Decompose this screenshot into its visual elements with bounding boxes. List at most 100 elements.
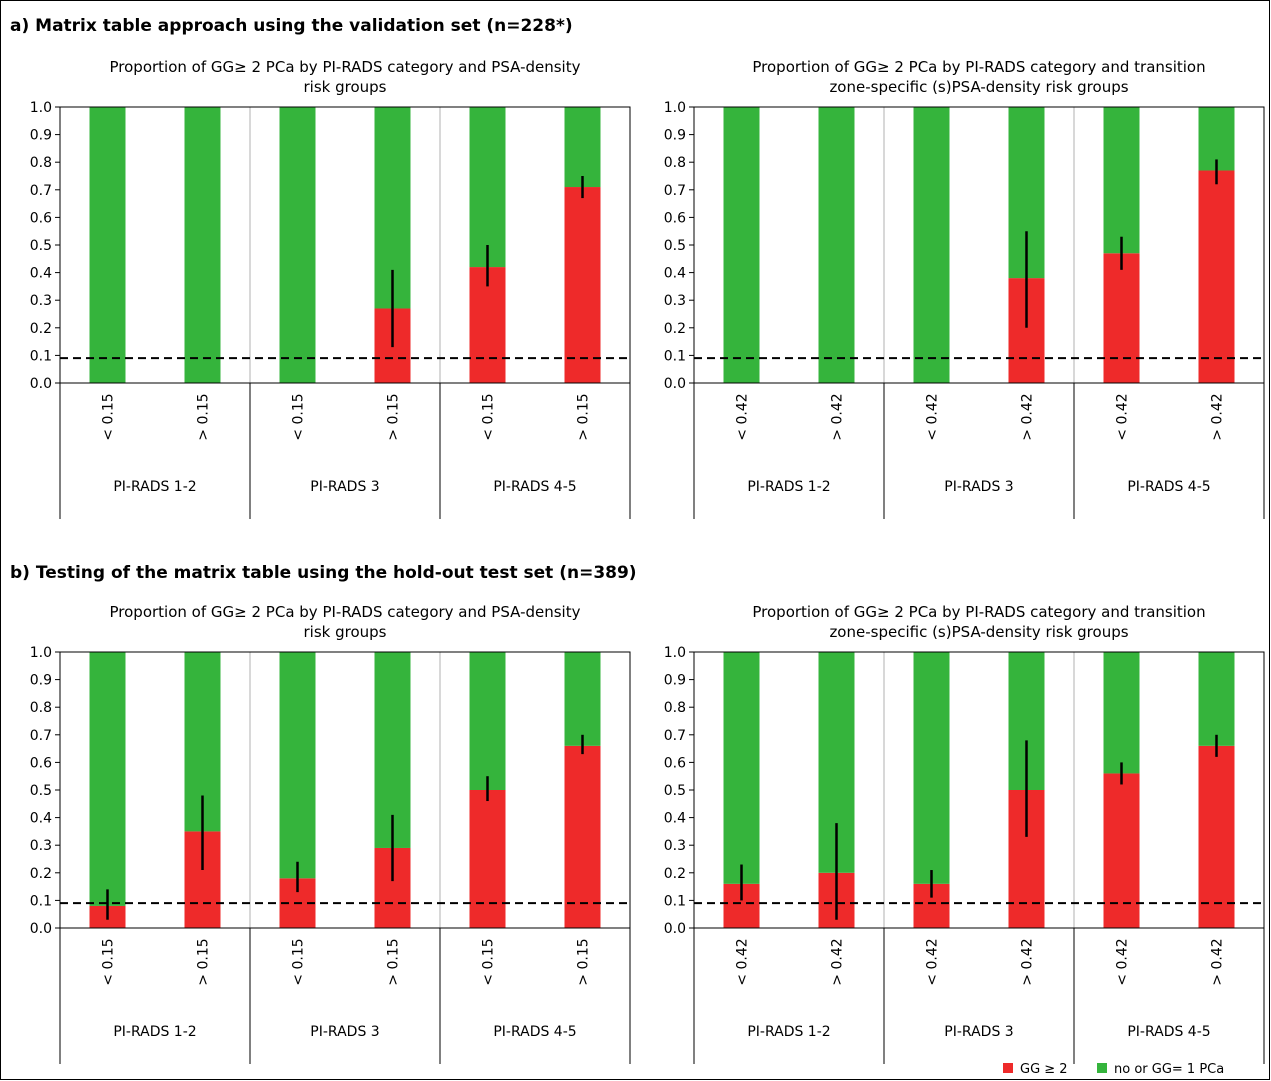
chart2-ytick-label: 0.1	[664, 348, 686, 364]
chart2-ytick-label: 0.4	[664, 266, 686, 282]
chart2-bar-no-gg2	[723, 107, 760, 383]
chart4-group-label: PI-RADS 4-5	[1127, 1024, 1210, 1040]
chart4-bar-gg2	[1103, 773, 1140, 928]
chart1-bar-no-gg2	[184, 107, 221, 383]
chart3-bar-no-gg2	[564, 652, 601, 746]
chart3-ytick-label: 0.0	[30, 921, 52, 937]
chart1-group-label: PI-RADS 1-2	[113, 479, 196, 495]
chart2-ytick-label: 0.8	[664, 155, 686, 171]
chart3-ytick-label: 1.0	[30, 645, 52, 661]
chart4-title-line1: Proportion of GG≥ 2 PCa by PI-RADS categ…	[752, 603, 1205, 621]
chart4-bar-no-gg2	[1198, 652, 1235, 746]
chart1-bar-gg2	[564, 187, 601, 383]
chart3-category-label: < 0.15	[101, 938, 117, 985]
chart2-bar-no-gg2	[1103, 107, 1140, 254]
chart2-ytick-label: 0.9	[664, 128, 686, 144]
chart3-category-label: < 0.15	[481, 938, 497, 985]
chart2-bar-gg2	[1198, 170, 1235, 383]
chart3-category-label: < 0.15	[291, 938, 307, 985]
chart4-bar-no-gg2	[913, 652, 950, 884]
chart1-category-label: > 0.15	[386, 393, 402, 440]
chart3-title-line1: Proportion of GG≥ 2 PCa by PI-RADS categ…	[110, 603, 581, 621]
section-a-title: a) Matrix table approach using the valid…	[10, 16, 573, 36]
chart3-title-line2: risk groups	[304, 623, 387, 641]
chart3-ytick-label: 0.9	[30, 673, 52, 689]
chart4-ytick-label: 0.6	[664, 755, 686, 771]
chart3-bar-no-gg2	[279, 652, 316, 879]
chart2-ytick-label: 0.7	[664, 183, 686, 199]
section-b-title: b) Testing of the matrix table using the…	[10, 563, 637, 583]
chart2-category-label: > 0.42	[1210, 393, 1226, 440]
chart4-category-label: < 0.42	[925, 938, 941, 985]
chart1-ytick-label: 0.1	[30, 348, 52, 364]
chart1-ytick-label: 0.5	[30, 238, 52, 254]
chart1-title-line2: risk groups	[304, 78, 387, 96]
chart2-ytick-label: 0.5	[664, 238, 686, 254]
chart1-bar-no-gg2	[89, 107, 126, 383]
chart2-bar-no-gg2	[818, 107, 855, 383]
chart1-ytick-label: 0.0	[30, 376, 52, 392]
chart4-ytick-label: 0.5	[664, 783, 686, 799]
chart2-title-line1: Proportion of GG≥ 2 PCa by PI-RADS categ…	[752, 58, 1205, 76]
chart1-ytick-label: 0.9	[30, 128, 52, 144]
chart1-category-label: > 0.15	[196, 393, 212, 440]
chart4-ytick-label: 0.4	[664, 811, 686, 827]
chart4-category-label: > 0.42	[1210, 938, 1226, 985]
chart4-ytick-label: 0.0	[664, 921, 686, 937]
chart4-title-line2: zone-specific (s)PSA-density risk groups	[829, 623, 1128, 641]
chart3-bar-no-gg2	[89, 652, 126, 906]
chart3-group-label: PI-RADS 3	[310, 1024, 379, 1040]
chart1-plot-frame	[59, 106, 631, 384]
chart2-category-label: > 0.42	[1020, 393, 1036, 440]
chart1-ytick-label: 0.3	[30, 293, 52, 309]
chart2-group-label: PI-RADS 3	[944, 479, 1013, 495]
chart3-bar-gg2	[469, 790, 506, 928]
chart4-ytick-label: 0.9	[664, 673, 686, 689]
chart2-category-label: < 0.42	[1115, 393, 1131, 440]
chart2-title-line2: zone-specific (s)PSA-density risk groups	[829, 78, 1128, 96]
chart1-group-label: PI-RADS 3	[310, 479, 379, 495]
chart1-ytick-label: 1.0	[30, 100, 52, 116]
chart3-bar-no-gg2	[469, 652, 506, 790]
chart4-bar-gg2	[1198, 745, 1235, 928]
chart3-ytick-label: 0.3	[30, 838, 52, 854]
chart1-title-line1: Proportion of GG≥ 2 PCa by PI-RADS categ…	[110, 58, 581, 76]
chart4-ytick-label: 0.2	[664, 866, 686, 882]
chart1-bar-no-gg2	[564, 107, 601, 188]
chart1-category-label: < 0.15	[101, 393, 117, 440]
chart2-ytick-label: 0.0	[664, 376, 686, 392]
legend-label-2: no or GG= 1 PCa	[1114, 1062, 1224, 1077]
chart2-ytick-label: 0.2	[664, 321, 686, 337]
chart4-category-label: < 0.42	[1115, 938, 1131, 985]
chart1-category-label: > 0.15	[576, 393, 592, 440]
chart2-ytick-label: 0.3	[664, 293, 686, 309]
chart1-category-label: < 0.15	[291, 393, 307, 440]
chart3-ytick-label: 0.7	[30, 728, 52, 744]
chart3-ytick-label: 0.8	[30, 700, 52, 716]
chart4-category-label: > 0.42	[830, 938, 846, 985]
chart2-group-label: PI-RADS 1-2	[747, 479, 830, 495]
chart2-bar-gg2	[1103, 253, 1140, 383]
chart2-ytick-label: 0.6	[664, 210, 686, 226]
chart3-category-label: > 0.15	[196, 938, 212, 985]
chart2-category-label: > 0.42	[830, 393, 846, 440]
chart3-ytick-label: 0.4	[30, 811, 52, 827]
chart2-plot-frame	[693, 106, 1265, 384]
chart4-ytick-label: 0.8	[664, 700, 686, 716]
chart4-category-label: > 0.42	[1020, 938, 1036, 985]
chart2-bar-no-gg2	[913, 107, 950, 383]
chart3-group-label: PI-RADS 1-2	[113, 1024, 196, 1040]
chart2-category-label: < 0.42	[735, 393, 751, 440]
chart3-ytick-label: 0.2	[30, 866, 52, 882]
chart2-ytick-label: 1.0	[664, 100, 686, 116]
chart3-group-label: PI-RADS 4-5	[493, 1024, 576, 1040]
legend-label-1: GG ≥ 2	[1020, 1062, 1068, 1077]
chart4-group-label: PI-RADS 1-2	[747, 1024, 830, 1040]
chart3-category-label: > 0.15	[576, 938, 592, 985]
legend-swatch-2	[1097, 1063, 1107, 1073]
chart4-ytick-label: 1.0	[664, 645, 686, 661]
chart1-bar-no-gg2	[279, 107, 316, 383]
chart4-plot-frame	[693, 651, 1265, 929]
chart3-category-label: > 0.15	[386, 938, 402, 985]
